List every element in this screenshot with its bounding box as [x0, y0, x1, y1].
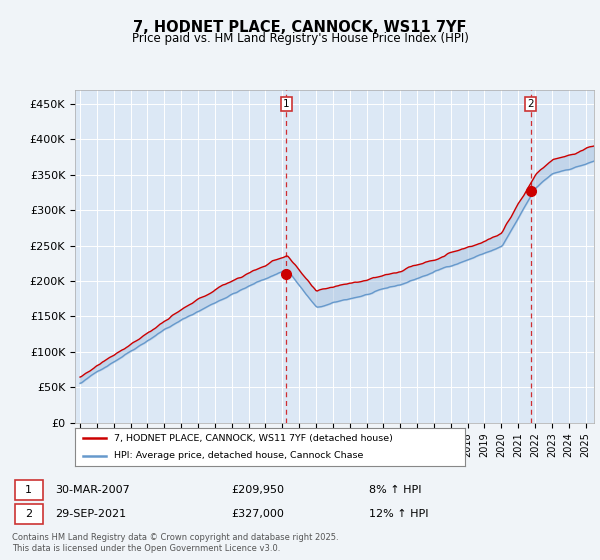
Text: 2: 2 [25, 509, 32, 519]
Text: 7, HODNET PLACE, CANNOCK, WS11 7YF (detached house): 7, HODNET PLACE, CANNOCK, WS11 7YF (deta… [114, 433, 393, 442]
Text: 1: 1 [25, 485, 32, 495]
FancyBboxPatch shape [15, 504, 43, 524]
Text: 1: 1 [283, 99, 290, 109]
Text: £327,000: £327,000 [231, 509, 284, 519]
FancyBboxPatch shape [15, 480, 43, 500]
Text: 8% ↑ HPI: 8% ↑ HPI [369, 485, 422, 495]
Text: 29-SEP-2021: 29-SEP-2021 [55, 509, 127, 519]
Text: Contains HM Land Registry data © Crown copyright and database right 2025.
This d: Contains HM Land Registry data © Crown c… [12, 533, 338, 553]
Text: HPI: Average price, detached house, Cannock Chase: HPI: Average price, detached house, Cann… [114, 451, 364, 460]
Text: £209,950: £209,950 [231, 485, 284, 495]
Text: 12% ↑ HPI: 12% ↑ HPI [369, 509, 428, 519]
Text: 30-MAR-2007: 30-MAR-2007 [55, 485, 130, 495]
Text: Price paid vs. HM Land Registry's House Price Index (HPI): Price paid vs. HM Land Registry's House … [131, 32, 469, 45]
Text: 2: 2 [527, 99, 534, 109]
Text: 7, HODNET PLACE, CANNOCK, WS11 7YF: 7, HODNET PLACE, CANNOCK, WS11 7YF [133, 20, 467, 35]
